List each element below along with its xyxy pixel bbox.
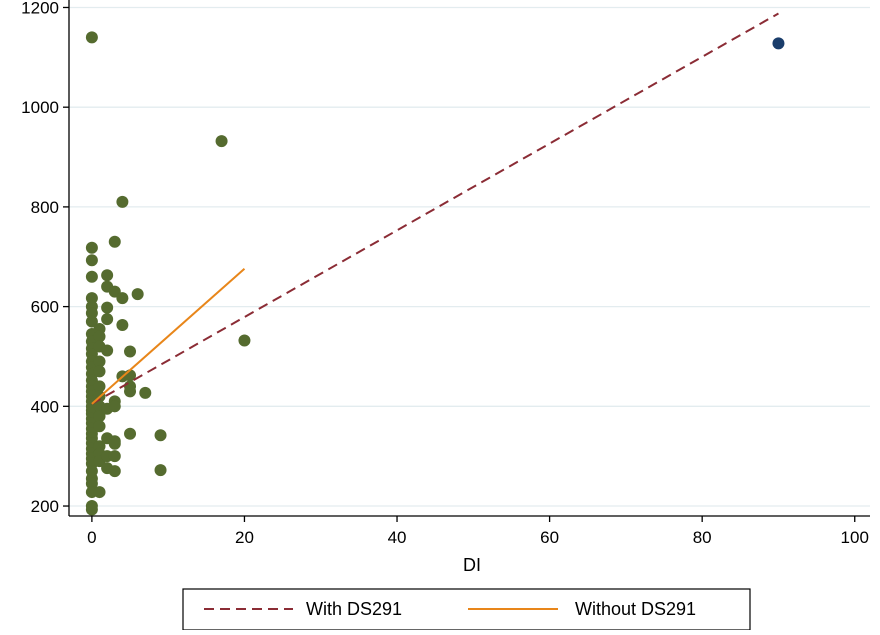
data-point	[124, 427, 137, 440]
data-point	[139, 386, 152, 399]
data-point	[108, 400, 121, 413]
data-point	[108, 465, 121, 478]
data-point	[93, 410, 106, 423]
data-point	[85, 292, 98, 305]
y-tick-label: 800	[31, 198, 59, 217]
highlight-point	[772, 37, 785, 50]
data-point	[101, 301, 114, 314]
x-tick-label: 80	[693, 528, 712, 547]
data-point	[93, 486, 106, 499]
data-point	[85, 241, 98, 254]
data-point	[85, 270, 98, 283]
data-point	[154, 429, 167, 442]
data-point	[108, 235, 121, 248]
x-tick-label: 60	[540, 528, 559, 547]
grid-layer	[69, 6, 870, 507]
data-point	[93, 420, 106, 433]
data-point	[108, 450, 121, 463]
data-point	[116, 319, 129, 332]
data-point	[101, 269, 114, 282]
data-point	[85, 503, 98, 516]
data-point	[93, 365, 106, 378]
data-point	[85, 477, 98, 490]
data-point	[101, 344, 114, 357]
data-point	[85, 307, 98, 320]
y-tick-label: 600	[31, 298, 59, 317]
data-point	[85, 31, 98, 44]
data-point	[124, 385, 137, 398]
data-point	[116, 292, 129, 305]
y-tick-label: 1200	[21, 0, 59, 17]
legend-label-with: With DS291	[306, 599, 402, 619]
data-point	[131, 288, 144, 301]
data-point	[85, 254, 98, 267]
y-tick-label: 400	[31, 397, 59, 416]
data-point	[93, 330, 106, 343]
axes-layer: 200 400 600 800 1000 1200 0 20 40 60 80 100	[21, 0, 870, 547]
data-point	[215, 135, 228, 148]
data-point	[101, 313, 114, 326]
data-point	[124, 345, 137, 358]
data-layer	[85, 31, 785, 516]
data-point	[93, 355, 106, 368]
x-tick-label: 100	[841, 528, 869, 547]
line-layer	[91, 12, 779, 405]
data-point	[154, 464, 167, 477]
y-tick-label: 1000	[21, 98, 59, 117]
x-axis-title: DI	[463, 555, 481, 575]
x-tick-label: 0	[87, 528, 96, 547]
fit-line-with-ds291	[91, 12, 779, 405]
legend: With DS291 Without DS291	[182, 588, 751, 631]
x-tick-label: 20	[235, 528, 254, 547]
data-point	[238, 334, 251, 347]
data-point	[108, 437, 121, 450]
legend-label-without: Without DS291	[575, 599, 696, 619]
data-point	[85, 315, 98, 328]
x-tick-label: 40	[388, 528, 407, 547]
data-point	[93, 380, 106, 393]
y-tick-label: 200	[31, 497, 59, 516]
fit-line-without-ds291	[91, 267, 246, 405]
data-point	[116, 195, 129, 208]
